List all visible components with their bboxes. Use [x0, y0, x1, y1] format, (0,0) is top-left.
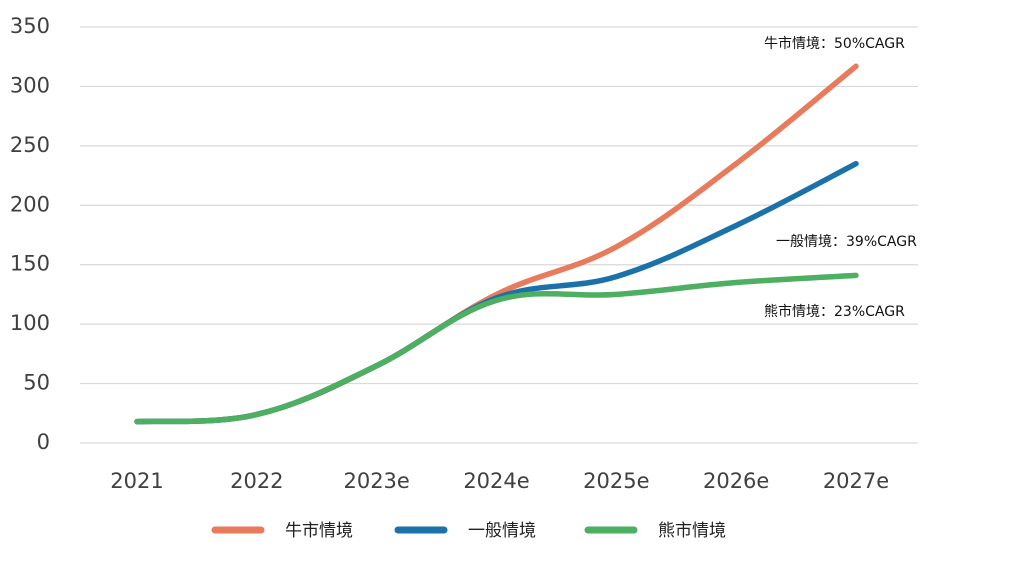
y-tick-label: 200 — [10, 192, 50, 216]
y-tick-label: 150 — [10, 252, 50, 276]
legend: 牛市情境 一般情境 熊市情境 — [211, 521, 726, 541]
series-lines — [134, 63, 859, 425]
gridlines — [80, 26, 918, 444]
series-line-2 — [134, 272, 859, 425]
x-tick-label: 2025e — [583, 469, 649, 493]
x-tick-label: 2022 — [230, 469, 283, 493]
x-tick-label: 2024e — [463, 469, 529, 493]
y-tick-label: 350 — [10, 14, 50, 38]
y-axis-ticks: 0 50 100 150 200 250 300 350 — [10, 14, 50, 454]
x-tick-label: 2026e — [703, 469, 769, 493]
x-tick-label: 2023e — [343, 469, 409, 493]
y-tick-label: 0 — [37, 430, 50, 454]
y-tick-label: 100 — [10, 311, 50, 335]
legend-label-0: 牛市情境 — [285, 521, 353, 541]
legend-label-2: 熊市情境 — [658, 521, 726, 541]
x-tick-label: 2021 — [110, 469, 163, 493]
y-tick-label: 50 — [23, 371, 50, 395]
cagr-annotations: 牛市情境：50%CAGR 一般情境：39%CAGR 熊市情境：23%CAGR — [764, 35, 917, 320]
x-tick-label: 2027e — [823, 469, 889, 493]
y-tick-label: 300 — [10, 73, 50, 97]
cagr-annotation-0: 牛市情境：50%CAGR — [764, 35, 905, 52]
cagr-annotation-1: 一般情境：39%CAGR — [776, 234, 917, 250]
x-axis-ticks: 2021 2022 2023e 2024e 2025e 2026e 2027e — [110, 469, 889, 493]
y-tick-label: 250 — [10, 133, 50, 157]
cagr-annotation-2: 熊市情境：23%CAGR — [764, 303, 905, 320]
series-line-0 — [134, 63, 859, 425]
legend-label-1: 一般情境 — [468, 521, 536, 541]
